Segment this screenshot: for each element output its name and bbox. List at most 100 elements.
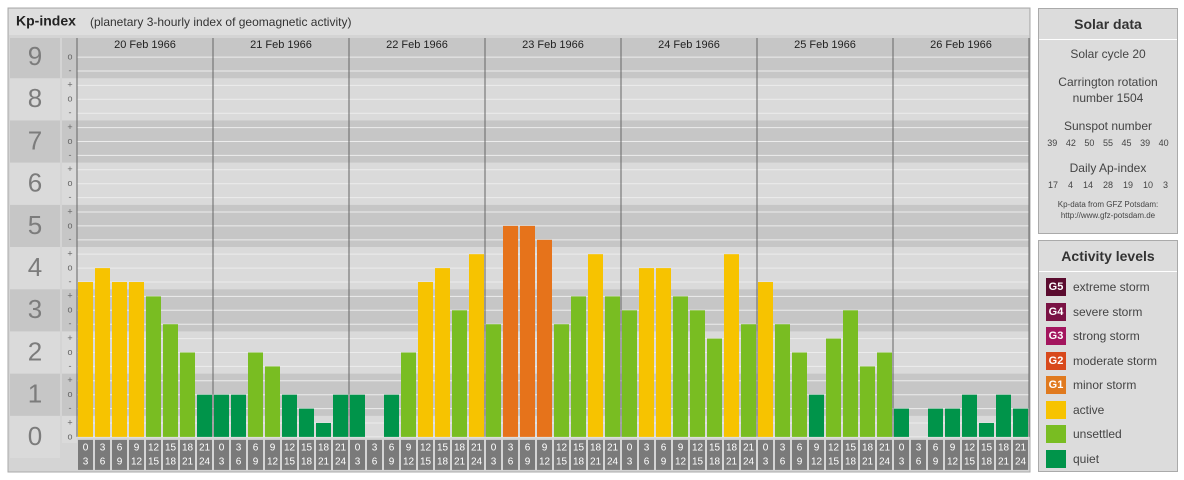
hour-box <box>996 439 1011 470</box>
bar <box>622 310 637 437</box>
x-tick-label: 15 <box>556 457 568 468</box>
x-tick-label: 15 <box>692 457 704 468</box>
level-swatch: G2 <box>1046 351 1066 370</box>
x-tick-label: 6 <box>525 443 531 454</box>
sunspot-value: 45 <box>1121 138 1132 148</box>
x-tick-label: 21 <box>743 443 755 454</box>
hour-box <box>622 439 637 470</box>
day-label: 26 Feb 1966 <box>930 39 992 51</box>
y-band <box>10 38 60 79</box>
x-tick-label: 3 <box>916 443 922 454</box>
bar <box>265 366 280 437</box>
minor-tick-label: - <box>69 319 72 329</box>
x-tick-label: 18 <box>318 443 330 454</box>
hour-box <box>435 439 450 470</box>
hour-box <box>554 439 569 470</box>
minor-tick-label: + <box>67 80 72 90</box>
bar <box>95 268 110 437</box>
minor-tick-label: o <box>67 220 72 230</box>
hour-box <box>384 439 399 470</box>
x-tick-label: 18 <box>182 443 194 454</box>
x-tick-label: 24 <box>199 457 211 468</box>
x-tick-label: 9 <box>933 457 939 468</box>
x-tick-label: 15 <box>981 443 993 454</box>
hour-box <box>690 439 705 470</box>
level-item: G5 extreme storm <box>1039 275 1177 300</box>
y-tick-label: 8 <box>28 83 42 113</box>
hour-box <box>843 439 858 470</box>
x-tick-label: 3 <box>644 443 650 454</box>
hour-box <box>945 439 960 470</box>
x-tick-label: 9 <box>253 457 259 468</box>
x-tick-label: 18 <box>590 443 602 454</box>
y-tick-label: 6 <box>28 168 42 198</box>
minor-tick-label: - <box>69 192 72 202</box>
x-tick-label: 9 <box>389 457 395 468</box>
x-tick-label: 0 <box>355 443 361 454</box>
x-tick-label: 6 <box>100 457 106 468</box>
level-name: unsettled <box>1073 427 1122 442</box>
x-tick-label: 12 <box>284 443 296 454</box>
x-tick-label: 12 <box>692 443 704 454</box>
chart-subtitle: (planetary 3-hourly index of geomagnetic… <box>90 15 351 29</box>
level-swatch <box>1046 425 1066 444</box>
y-band <box>62 331 77 374</box>
x-tick-label: 21 <box>590 457 602 468</box>
bar <box>928 408 943 437</box>
x-tick-label: 21 <box>862 457 874 468</box>
solar-data-title: Solar data <box>1039 9 1177 40</box>
hour-box <box>418 439 433 470</box>
level-name: moderate storm <box>1073 353 1158 368</box>
minor-tick-label: - <box>69 65 72 75</box>
bar <box>894 408 909 437</box>
minor-tick-label: + <box>67 417 72 427</box>
hour-box <box>214 439 229 470</box>
hour-box <box>605 439 620 470</box>
minor-tick-label: o <box>67 94 72 104</box>
x-tick-label: 0 <box>763 443 769 454</box>
minor-tick-label: o <box>67 51 72 61</box>
level-item: G4 severe storm <box>1039 300 1177 325</box>
level-swatch <box>1046 449 1066 468</box>
bar <box>316 422 331 437</box>
x-tick-label: 21 <box>318 457 330 468</box>
minor-tick-label: o <box>67 262 72 272</box>
x-tick-label: 15 <box>437 443 449 454</box>
sunspot-row: 39 42 50 55 45 39 40 <box>1039 138 1177 148</box>
y-tick-label: 3 <box>28 294 42 324</box>
bar <box>945 408 960 437</box>
y-band <box>10 120 60 163</box>
ap-value: 3 <box>1162 180 1168 190</box>
bar <box>758 282 773 437</box>
x-tick-label: 12 <box>947 457 959 468</box>
x-tick-label: 12 <box>267 457 279 468</box>
bar <box>605 296 620 437</box>
bar <box>843 310 858 437</box>
hour-box <box>741 439 756 470</box>
x-tick-label: 15 <box>828 457 840 468</box>
bar <box>639 268 654 437</box>
bar <box>690 310 705 437</box>
solar-cycle: Solar cycle 20 <box>1070 47 1146 61</box>
x-tick-label: 9 <box>678 443 684 454</box>
hour-box <box>860 439 875 470</box>
y-band <box>62 373 77 416</box>
x-tick-label: 15 <box>573 443 585 454</box>
bar <box>588 254 603 437</box>
chart-title: Kp-index <box>16 13 76 29</box>
ap-value: 10 <box>1142 180 1153 190</box>
x-tick-label: 12 <box>403 457 415 468</box>
x-tick-label: 21 <box>182 457 194 468</box>
sunspot-value: 39 <box>1047 138 1058 148</box>
x-tick-label: 3 <box>219 457 225 468</box>
hour-box <box>180 439 195 470</box>
hour-box <box>979 439 994 470</box>
bar <box>979 422 994 437</box>
bar <box>520 225 535 437</box>
bar <box>486 324 501 437</box>
y-band <box>62 120 77 163</box>
x-tick-label: 12 <box>131 457 143 468</box>
bar <box>299 408 314 437</box>
bar <box>452 310 467 437</box>
